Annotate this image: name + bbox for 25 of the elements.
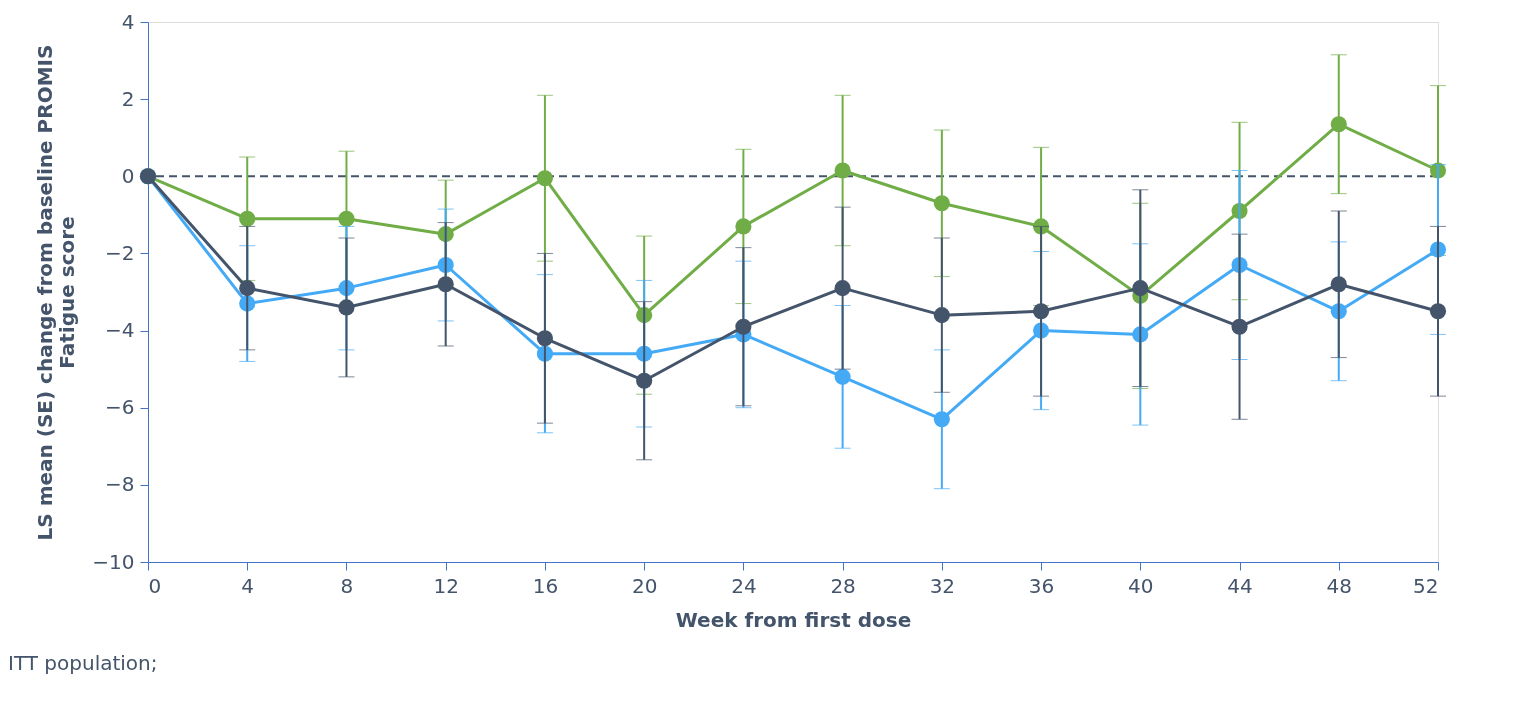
y-tick-label: 4 <box>121 9 135 34</box>
x-tick-label: 28 <box>830 573 856 598</box>
x-tick-label: 32 <box>929 573 956 598</box>
text: ITT population; <box>8 651 158 675</box>
y-tick-label: 2 <box>121 86 135 111</box>
x-axis-title: Week from first dose <box>675 607 912 632</box>
x-tick-label: 4 <box>241 573 255 598</box>
x-tick-label: 48 <box>1326 573 1352 598</box>
y-tick-label: −8 <box>105 472 135 497</box>
y-tick-label: 0 <box>121 163 135 188</box>
x-tick-label: 20 <box>631 573 658 598</box>
y-tick-label: −4 <box>105 318 135 343</box>
x-tick-label: 16 <box>532 573 559 598</box>
x-tick-label: 52 <box>1413 573 1439 598</box>
y-tick-label: −2 <box>105 240 135 265</box>
y-tick-label: −10 <box>92 549 135 574</box>
y-axis-title: LS mean (SE) change from baseline PROMIS Fatigue score <box>33 44 80 541</box>
x-tick-label: 0 <box>148 573 162 598</box>
y-tick-label: −6 <box>105 395 135 420</box>
x-tick-label: 8 <box>340 573 354 598</box>
x-tick-label: 44 <box>1227 573 1253 598</box>
x-tick-label: 24 <box>731 573 757 598</box>
x-tick-label: 40 <box>1128 573 1154 598</box>
x-tick-label: 36 <box>1028 573 1055 598</box>
x-tick-label: 12 <box>433 573 459 598</box>
